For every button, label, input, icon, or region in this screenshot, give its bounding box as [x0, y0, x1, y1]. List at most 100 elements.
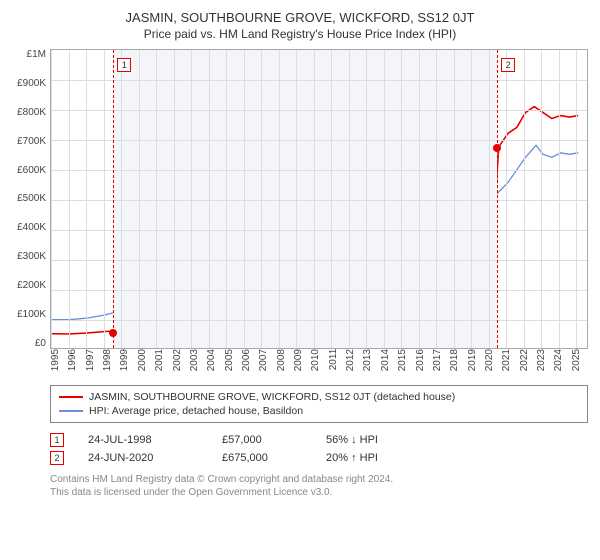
footer-line-2: This data is licensed under the Open Gov…: [50, 486, 588, 499]
marker-dot: [493, 144, 501, 152]
plot-row: £1M£900K£800K£700K£600K£500K£400K£300K£2…: [12, 49, 588, 349]
marker-box: 1: [117, 58, 131, 72]
gridline-v: [86, 50, 87, 348]
gridline-v: [244, 50, 245, 348]
gridline-v: [576, 50, 577, 348]
shade-band: [113, 50, 497, 348]
x-tick-label: 2004: [206, 349, 223, 375]
tx-price: £57,000: [222, 434, 302, 446]
gridline-v: [209, 50, 210, 348]
chart-subtitle: Price paid vs. HM Land Registry's House …: [12, 27, 588, 41]
marker-line: [113, 50, 114, 348]
gridline-v: [104, 50, 105, 348]
legend-row-hpi: HPI: Average price, detached house, Basi…: [59, 404, 579, 418]
x-tick-label: 2002: [172, 349, 189, 375]
gridline-v: [454, 50, 455, 348]
gridline-v: [366, 50, 367, 348]
x-tick-label: 2008: [276, 349, 293, 375]
gridline-v: [506, 50, 507, 348]
x-tick-label: 2017: [432, 349, 449, 375]
x-tick-label: 1999: [119, 349, 136, 375]
tx-diff: 20% ↑ HPI: [326, 452, 416, 464]
x-tick-label: 2018: [449, 349, 466, 375]
gridline-v: [139, 50, 140, 348]
gridline-v: [471, 50, 472, 348]
x-tick-label: 2025: [571, 349, 588, 375]
table-row: 1 24-JUL-1998 £57,000 56% ↓ HPI: [50, 431, 588, 449]
gridline-v: [559, 50, 560, 348]
gridline-v: [524, 50, 525, 348]
y-tick-label: £800K: [17, 107, 46, 118]
x-tick-label: 2016: [415, 349, 432, 375]
x-tick-label: 2023: [536, 349, 553, 375]
tx-price: £675,000: [222, 452, 302, 464]
legend-swatch-hpi: [59, 410, 83, 412]
legend-row-property: JASMIN, SOUTHBOURNE GROVE, WICKFORD, SS1…: [59, 390, 579, 404]
x-tick-label: 2001: [154, 349, 171, 375]
x-tick-label: 2007: [258, 349, 275, 375]
legend: JASMIN, SOUTHBOURNE GROVE, WICKFORD, SS1…: [50, 385, 588, 423]
x-axis: 1995199619971998199920002001200220032004…: [50, 349, 588, 375]
gridline-v: [261, 50, 262, 348]
x-tick-label: 2021: [501, 349, 518, 375]
gridline-v: [226, 50, 227, 348]
gridline-v: [331, 50, 332, 348]
y-tick-label: £200K: [17, 280, 46, 291]
y-tick-label: £500K: [17, 193, 46, 204]
marker-dot: [109, 329, 117, 337]
chart-title: JASMIN, SOUTHBOURNE GROVE, WICKFORD, SS1…: [12, 10, 588, 25]
x-tick-label: 2013: [362, 349, 379, 375]
gridline-v: [191, 50, 192, 348]
footer: Contains HM Land Registry data © Crown c…: [50, 473, 588, 499]
x-tick-label: 2024: [553, 349, 570, 375]
gridline-v: [156, 50, 157, 348]
gridline-v: [349, 50, 350, 348]
y-tick-label: £700K: [17, 136, 46, 147]
x-tick-label: 1997: [85, 349, 102, 375]
gridline-v: [314, 50, 315, 348]
tx-diff: 56% ↓ HPI: [326, 434, 416, 446]
x-tick-label: 2011: [328, 349, 345, 375]
x-tick-label: 2015: [397, 349, 414, 375]
x-tick-label: 2022: [519, 349, 536, 375]
gridline-v: [541, 50, 542, 348]
tx-date: 24-JUN-2020: [88, 452, 198, 464]
y-tick-label: £100K: [17, 309, 46, 320]
x-tick-label: 2020: [484, 349, 501, 375]
x-tick-label: 2005: [224, 349, 241, 375]
x-tick-label: 2009: [293, 349, 310, 375]
legend-label-hpi: HPI: Average price, detached house, Basi…: [89, 405, 303, 417]
gridline-v: [51, 50, 52, 348]
gridline-v: [419, 50, 420, 348]
gridline-v: [121, 50, 122, 348]
table-row: 2 24-JUN-2020 £675,000 20% ↑ HPI: [50, 449, 588, 467]
legend-label-property: JASMIN, SOUTHBOURNE GROVE, WICKFORD, SS1…: [89, 391, 455, 403]
gridline-v: [489, 50, 490, 348]
x-tick-label: 2006: [241, 349, 258, 375]
x-tick-label: 1996: [67, 349, 84, 375]
y-tick-label: £900K: [17, 78, 46, 89]
tx-date: 24-JUL-1998: [88, 434, 198, 446]
gridline-v: [436, 50, 437, 348]
x-tick-label: 2019: [467, 349, 484, 375]
y-axis: £1M£900K£800K£700K£600K£500K£400K£300K£2…: [12, 49, 50, 349]
gridline-v: [174, 50, 175, 348]
gridline-v: [401, 50, 402, 348]
tx-marker-2: 2: [50, 451, 64, 465]
y-tick-label: £1M: [27, 49, 46, 60]
plot-area: 12: [50, 49, 588, 349]
footer-line-1: Contains HM Land Registry data © Crown c…: [50, 473, 588, 486]
x-tick-label: 2010: [310, 349, 327, 375]
x-tick-label: 2014: [380, 349, 397, 375]
y-tick-label: £400K: [17, 222, 46, 233]
gridline-v: [384, 50, 385, 348]
transaction-table: 1 24-JUL-1998 £57,000 56% ↓ HPI 2 24-JUN…: [50, 431, 588, 467]
y-tick-label: £0: [35, 338, 46, 349]
legend-swatch-property: [59, 396, 83, 398]
x-tick-label: 1995: [50, 349, 67, 375]
chart-container: JASMIN, SOUTHBOURNE GROVE, WICKFORD, SS1…: [0, 0, 600, 507]
y-tick-label: £300K: [17, 251, 46, 262]
marker-box: 2: [501, 58, 515, 72]
x-tick-label: 2003: [189, 349, 206, 375]
gridline-v: [279, 50, 280, 348]
